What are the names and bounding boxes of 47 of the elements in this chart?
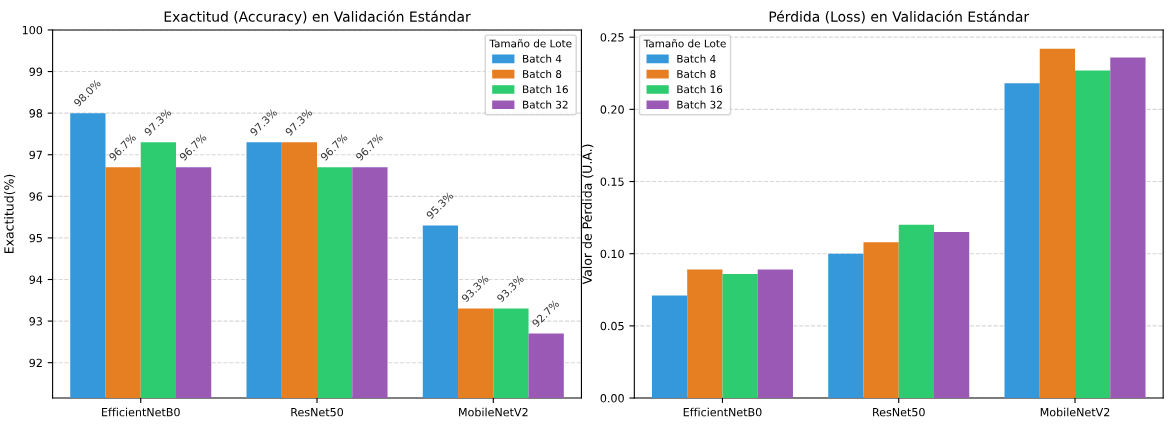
- y-tick-label: 0.05: [600, 321, 624, 331]
- x-tick-label: MobileNetV2: [1040, 407, 1110, 417]
- y-tick-label: 0.10: [600, 249, 624, 259]
- y-axis-title: Valor de Pérdida (U.A.): [581, 144, 594, 285]
- x-tick-label: MobileNetV2: [459, 407, 528, 417]
- y-tick-label: 100: [22, 25, 43, 35]
- y-tick-label: 96: [29, 192, 43, 201]
- bar: [1075, 70, 1111, 399]
- y-tick-label: 93: [29, 317, 42, 326]
- bar: [687, 269, 723, 399]
- y-tick-label: 94: [29, 275, 43, 284]
- legend-label: Batch 16: [523, 85, 568, 94]
- y-tick-label: 95: [29, 233, 42, 243]
- y-tick-label: 97: [29, 150, 42, 160]
- x-tick-label: ResNet50: [873, 407, 925, 417]
- legend-label: Batch 16: [677, 85, 723, 94]
- legend-label: Batch 8: [523, 69, 562, 78]
- bar: [757, 269, 793, 399]
- bar: [1110, 57, 1146, 399]
- bar: [722, 273, 758, 399]
- bar: [1039, 48, 1076, 399]
- bar: [933, 232, 970, 399]
- bar: [651, 295, 688, 399]
- y-tick-label: 92: [29, 358, 42, 368]
- x-tick-label: ResNet50: [291, 407, 344, 417]
- y-tick-label: 99: [29, 67, 43, 76]
- y-tick-label: 0.15: [600, 177, 624, 186]
- legend-label: Batch 32: [677, 100, 722, 109]
- legend-title: Tamaño de Lote: [489, 39, 572, 48]
- bar: [863, 242, 899, 399]
- legend-label: Batch 4: [677, 54, 716, 63]
- x-tick-label: EfficientNetB0: [683, 407, 762, 417]
- y-tick-label: 0.20: [600, 105, 624, 114]
- chart-title: Pérdida (Loss) en Validación Estándar: [769, 10, 1030, 24]
- bar: [828, 253, 864, 399]
- y-axis-title: Exactitud(%): [4, 174, 16, 254]
- legend-label: Batch 32: [523, 100, 568, 109]
- legend-label: Batch 8: [677, 69, 716, 78]
- y-tick-label: 0.25: [600, 33, 624, 42]
- chart-title: Exactitud (Accuracy) en Validación Estándar: [164, 10, 471, 25]
- bar: [898, 224, 934, 399]
- y-tick-label: 98: [29, 109, 43, 118]
- x-tick-label: EfficientNetB0: [102, 407, 180, 417]
- legend-title: Tamaño de Lote: [643, 39, 726, 48]
- bar: [1004, 83, 1040, 399]
- y-tick-label: 0.00: [600, 394, 624, 403]
- legend-label: Batch 4: [523, 54, 562, 63]
